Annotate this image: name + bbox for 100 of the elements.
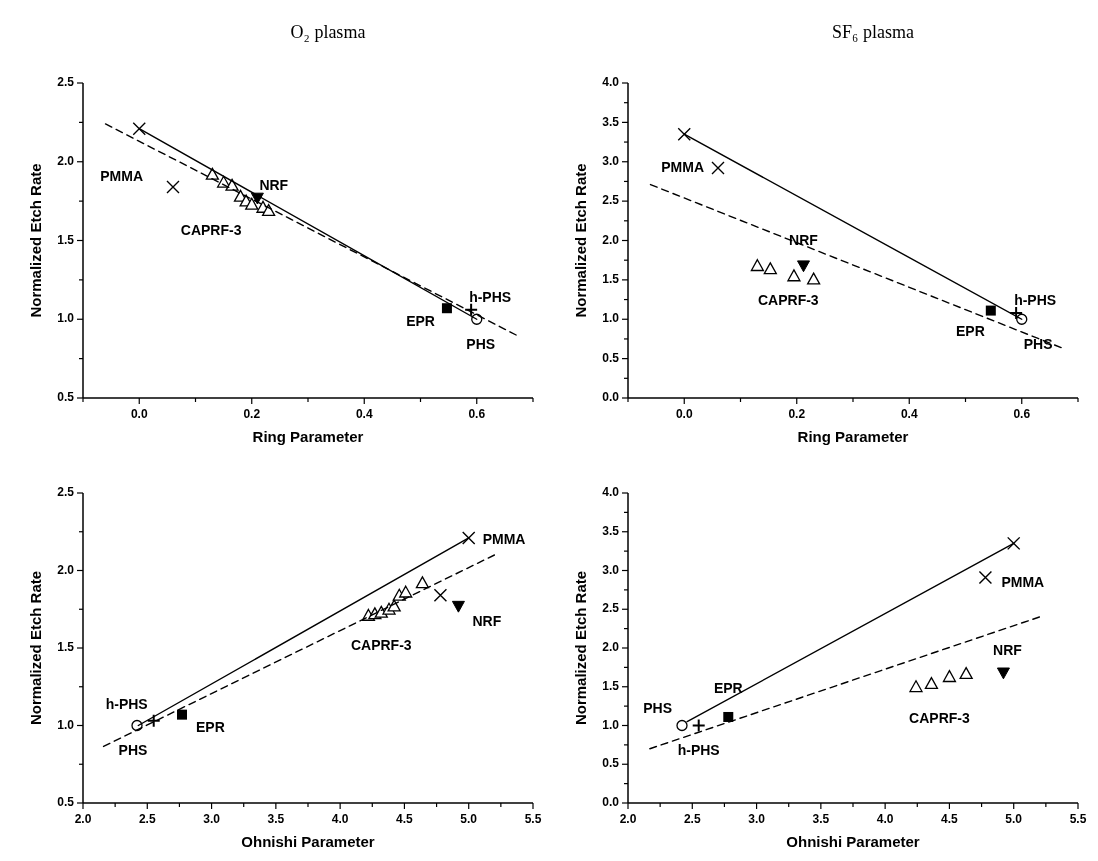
x-tick-label: 3.5 <box>812 812 830 826</box>
y-tick-label: 2.5 <box>602 601 620 616</box>
y-tick-label: 0.0 <box>602 795 620 810</box>
x-tick-label: 4.0 <box>331 812 349 826</box>
point <box>711 161 725 175</box>
y-tick-label: 2.5 <box>57 75 75 90</box>
y-axis-title: Normalized Etch Rate <box>572 163 589 318</box>
x-axis-title: Ohnishi Parameter <box>241 833 375 850</box>
point <box>797 260 810 273</box>
x-tick-label: 0.0 <box>675 407 693 421</box>
point <box>985 305 996 316</box>
point <box>978 570 993 585</box>
x-tick-label: 0.4 <box>355 407 373 421</box>
series-label: CAPRF-3 <box>180 221 242 238</box>
point <box>205 167 220 180</box>
x-tick-label: 4.0 <box>876 812 894 826</box>
point <box>441 303 452 314</box>
x-tick-label: 4.5 <box>941 812 959 826</box>
y-tick-label: 2.0 <box>57 562 75 577</box>
x-tick-label: 3.0 <box>203 812 221 826</box>
x-tick-label: 5.0 <box>1005 812 1023 826</box>
point <box>415 576 430 589</box>
series-label: PMMA <box>1001 574 1045 591</box>
point <box>996 667 1010 680</box>
x-tick-label: 5.5 <box>524 812 542 826</box>
point <box>1009 305 1024 320</box>
series-label: CAPRF-3 <box>909 710 970 727</box>
x-tick-label: 2.5 <box>138 812 156 826</box>
series-label: EPR <box>713 679 743 696</box>
point <box>132 121 146 136</box>
y-tick-label: 1.0 <box>57 311 75 326</box>
y-tick-label: 1.5 <box>602 678 620 693</box>
series-label: PMMA <box>661 158 704 175</box>
x-tick-label: 0.2 <box>243 407 261 421</box>
point <box>677 127 691 141</box>
series-label: EPR <box>956 323 985 340</box>
x-tick-label: 5.5 <box>1069 812 1087 826</box>
y-tick-label: 1.5 <box>57 640 75 655</box>
y-tick-label: 2.0 <box>602 640 620 655</box>
point <box>942 670 957 683</box>
point <box>723 711 734 722</box>
point <box>464 302 479 317</box>
y-tick-label: 2.0 <box>602 232 620 247</box>
x-tick-label: 2.0 <box>74 812 92 826</box>
x-tick-label: 0.2 <box>788 407 806 421</box>
y-tick-label: 3.5 <box>602 114 620 129</box>
point <box>166 180 180 194</box>
chart-title: SF₆ plasma <box>832 22 914 42</box>
x-tick-label: 4.5 <box>396 812 414 826</box>
y-tick-label: 2.0 <box>57 153 75 168</box>
y-tick-label: 0.5 <box>602 350 620 365</box>
point <box>177 709 187 720</box>
x-axis-title: Ohnishi Parameter <box>786 833 920 850</box>
x-tick-label: 0.4 <box>900 407 918 421</box>
point <box>787 269 801 282</box>
series-label: PHS <box>643 700 672 717</box>
x-tick-label: 0.0 <box>130 407 148 421</box>
point <box>959 666 973 680</box>
y-tick-label: 3.0 <box>602 153 620 168</box>
x-axis-title: Ring Parameter <box>797 428 909 445</box>
series-label: h-PHS <box>105 695 148 712</box>
y-tick-label: 1.0 <box>602 311 620 326</box>
x-tick-label: 2.5 <box>683 812 701 826</box>
point <box>806 272 821 285</box>
point <box>245 197 259 210</box>
y-tick-label: 0.5 <box>57 795 75 810</box>
series-label: PHS <box>118 742 148 759</box>
y-tick-label: 4.0 <box>602 485 620 500</box>
point <box>763 262 777 275</box>
y-tick-label: 4.0 <box>602 75 620 90</box>
series-label: NRF <box>259 176 289 193</box>
series-label: PMMA <box>100 167 143 184</box>
y-axis-title: Normalized Etch Rate <box>27 570 44 726</box>
y-tick-label: 2.5 <box>57 485 75 500</box>
point <box>1016 313 1028 325</box>
point <box>399 585 413 598</box>
chart-title: O₂ plasma <box>290 22 366 42</box>
y-tick-label: 0.5 <box>602 756 620 771</box>
point <box>691 718 706 733</box>
series-label: h-PHS <box>469 288 512 305</box>
point <box>451 600 465 613</box>
series-label: CAPRF-3 <box>350 637 412 654</box>
series-label: NRF <box>472 612 502 629</box>
series-label: h-PHS <box>677 742 720 759</box>
x-tick-label: 0.6 <box>468 407 486 421</box>
point <box>676 719 688 732</box>
series-label: EPR <box>406 312 435 329</box>
y-tick-label: 1.0 <box>602 717 620 732</box>
series-label: h-PHS <box>1014 291 1057 308</box>
series-label: NRF <box>789 232 819 249</box>
point <box>462 531 476 545</box>
y-tick-label: 0.0 <box>602 390 620 405</box>
x-tick-label: 3.0 <box>748 812 766 826</box>
x-tick-label: 2.0 <box>619 812 637 826</box>
y-tick-label: 3.5 <box>602 523 620 538</box>
series-label: PHS <box>1023 335 1053 352</box>
point <box>909 680 923 693</box>
y-axis-title: Normalized Etch Rate <box>27 163 44 318</box>
point <box>433 588 448 602</box>
series-label: PHS <box>466 335 496 352</box>
